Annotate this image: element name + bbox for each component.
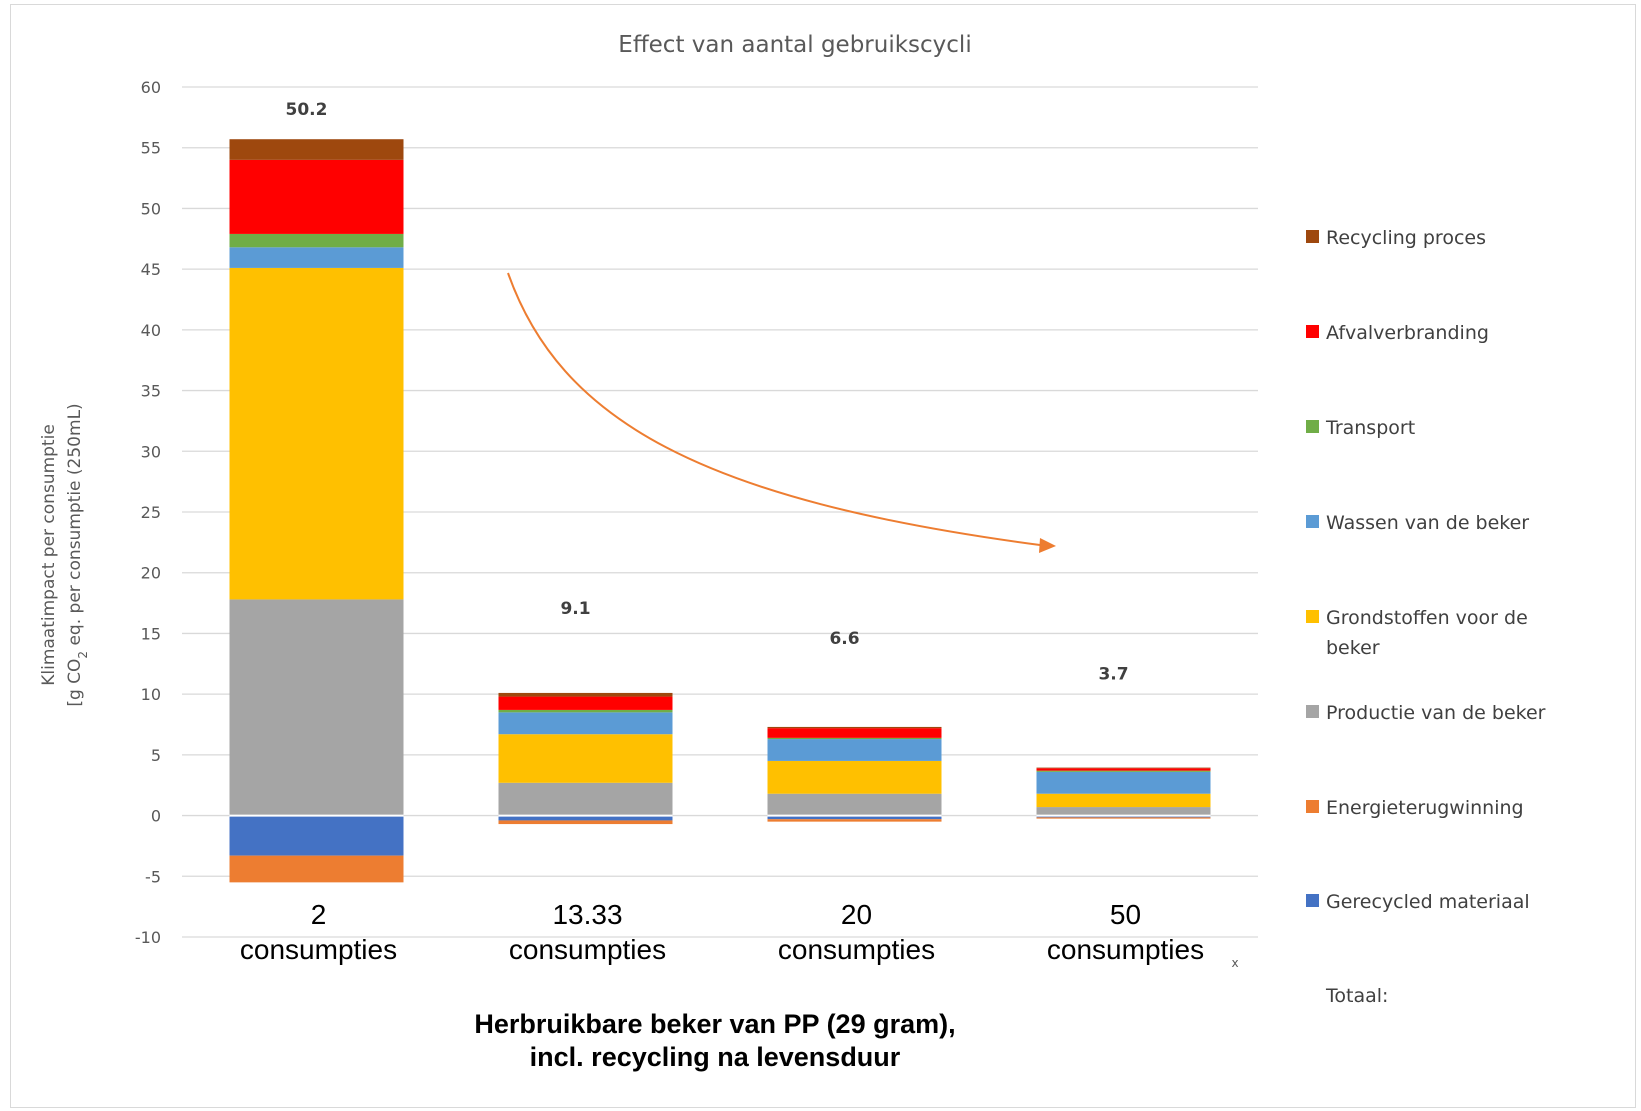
y-tick-label: 0	[151, 807, 161, 826]
legend-swatch	[1306, 800, 1319, 813]
bar-segment	[229, 855, 404, 883]
bar-segment	[229, 815, 404, 856]
category-label-unit: consumpties	[1047, 934, 1204, 965]
bar-segment	[229, 233, 404, 248]
bar-segment	[1036, 793, 1211, 808]
bar-segment	[229, 247, 404, 268]
total-label: 6.6	[829, 629, 859, 649]
x-axis-label-line-1: Herbruikbare beker van PP (29 gram),	[474, 1009, 955, 1039]
category-label-number: 13.33	[552, 899, 622, 930]
bar-segment	[498, 712, 673, 735]
bar-segment	[498, 782, 673, 816]
total-label: 9.1	[560, 599, 590, 619]
bar-segment	[767, 737, 942, 740]
category-label-number: 50	[1110, 899, 1141, 930]
x-axis-label-line-2: incl. recycling na levensduur	[530, 1042, 901, 1072]
bar-segment	[229, 159, 404, 234]
bar-segment	[1036, 767, 1211, 769]
bar-segment	[498, 709, 673, 713]
y-axis-label-line-2: [g CO2 eq. per consumptie (250mL)	[65, 403, 90, 706]
total-label: 3.7	[1098, 665, 1128, 685]
bar-segment	[229, 599, 404, 816]
bar-segment	[767, 739, 942, 761]
bar-segment	[498, 692, 673, 697]
y-tick-label: 30	[141, 442, 161, 461]
legend-label: Recycling proces	[1326, 227, 1486, 249]
bar-segment	[1036, 807, 1211, 816]
bar-segment	[767, 819, 942, 822]
y-tick-label: 10	[141, 685, 161, 704]
legend-swatch	[1306, 610, 1319, 623]
legend-label: Afvalverbranding	[1326, 322, 1489, 344]
y-tick-label: -5	[145, 867, 161, 886]
y-tick-label: 50	[141, 199, 161, 218]
legend-label: Transport	[1325, 417, 1415, 439]
legend-label: Productie van de beker	[1326, 702, 1546, 724]
category-label-unit: consumpties	[240, 934, 397, 965]
legend-label: beker	[1326, 637, 1380, 659]
y-axis-label: Klimaatimpact per consumptie [g CO2 eq. p…	[39, 403, 90, 706]
bar-segment	[767, 793, 942, 816]
trend-arrow-line	[507, 272, 1041, 546]
legend-swatch	[1306, 515, 1319, 528]
y-tick-label: 45	[141, 260, 161, 279]
category-label-unit: consumpties	[509, 934, 666, 965]
y-tick-label: 35	[141, 382, 161, 401]
total-label: 50.2	[286, 100, 328, 120]
bar-segment	[767, 728, 942, 738]
legend-label: Energieterugwinning	[1326, 797, 1524, 819]
chart-title: Effect van aantal gebruikscycli	[618, 32, 971, 58]
legend-label: Gerecycled materiaal	[1326, 891, 1530, 913]
bar-segment	[498, 815, 673, 821]
legend-label: Wassen van de beker	[1326, 512, 1529, 534]
legend-label: Grondstoffen voor de	[1326, 607, 1528, 629]
y-axis-label-line-1: Klimaatimpact per consumptie	[39, 424, 59, 686]
bar-segment	[1036, 770, 1211, 772]
legend-swatch	[1306, 230, 1319, 243]
category-label-unit: consumpties	[778, 934, 935, 965]
y-tick-label: 20	[141, 564, 161, 583]
bar-segment	[1036, 771, 1211, 794]
bar-segment	[1036, 817, 1211, 819]
y-tick-label: -10	[135, 928, 161, 947]
stray-mark: x	[1231, 956, 1238, 970]
bar-segment	[229, 267, 404, 600]
legend-swatch	[1306, 420, 1319, 433]
y-tick-label: 15	[141, 624, 161, 643]
legend-swatch	[1306, 325, 1319, 338]
bar-segment	[1036, 768, 1211, 771]
trend-arrowhead	[1039, 538, 1056, 553]
bar-segment	[229, 139, 404, 160]
legend-total-label: Totaal:	[1325, 985, 1388, 1007]
bar-segment	[767, 815, 942, 820]
y-tick-label: 60	[141, 78, 161, 97]
bar-segment	[498, 734, 673, 783]
bar-segment	[767, 726, 942, 729]
bar-segment	[498, 820, 673, 825]
y-tick-label: 40	[141, 321, 161, 340]
y-tick-label: 5	[151, 746, 161, 765]
legend-swatch	[1306, 705, 1319, 718]
y-tick-label: 55	[141, 139, 161, 158]
category-label-number: 20	[841, 899, 872, 930]
category-label-number: 2	[311, 899, 327, 930]
bar-segment	[767, 760, 942, 794]
y-tick-label: 25	[141, 503, 161, 522]
legend-swatch	[1306, 894, 1319, 907]
bar-segment	[498, 696, 673, 710]
